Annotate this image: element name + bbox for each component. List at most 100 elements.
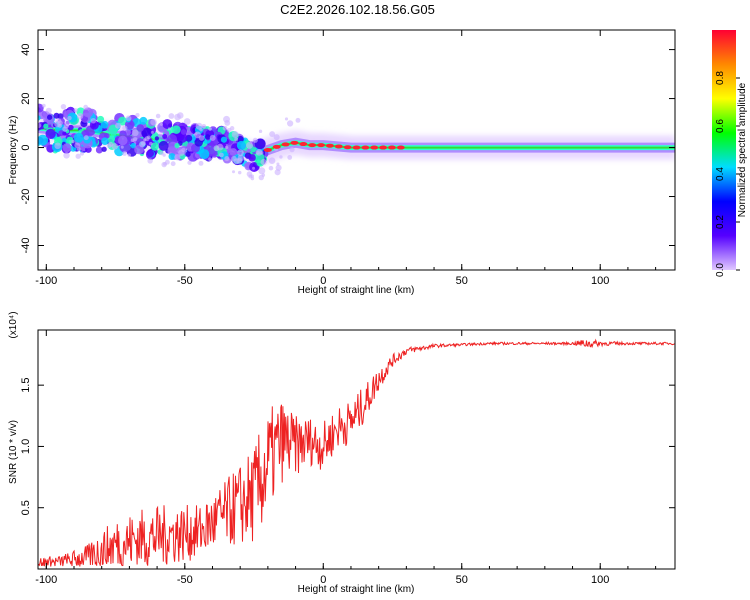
spectrogram-speck xyxy=(75,153,81,159)
spectrogram-speck xyxy=(174,154,181,161)
spectrogram-speck xyxy=(209,134,216,141)
spectrogram-blob xyxy=(158,140,169,151)
spectrogram-speck xyxy=(73,108,78,113)
spectrogram-blob xyxy=(117,135,128,146)
spectrogram-blob xyxy=(136,124,145,132)
spectrogram-speck xyxy=(256,150,260,155)
spectrogram-hotspot xyxy=(299,142,308,147)
spectrogram-speck xyxy=(252,166,256,170)
spectrogram-speck xyxy=(208,157,212,161)
spectrogram-speck xyxy=(286,120,294,127)
spectrogram-hotspot xyxy=(361,145,370,150)
chart-title: C2E2.2026.102.18.56.G05 xyxy=(280,2,435,17)
spectrogram-blob xyxy=(229,148,238,156)
spectrogram-blob xyxy=(53,112,60,119)
spectrogram-speck xyxy=(79,151,85,156)
spectrogram-speck xyxy=(181,147,186,153)
spectrogram-hotspot xyxy=(387,145,396,150)
spectrogram-blob xyxy=(38,115,41,121)
spectrogram-speck xyxy=(261,173,266,177)
colorbar-label: Normalized spectral amplitude xyxy=(737,82,748,217)
spectrogram-blob xyxy=(107,135,116,144)
spectrogram-blob xyxy=(130,142,137,149)
spectrogram-speck xyxy=(194,132,198,136)
spectrogram-speck xyxy=(279,155,283,159)
spectrogram-speck xyxy=(120,145,124,149)
spectrogram-speck xyxy=(174,113,181,121)
spectrogram-blob xyxy=(248,154,256,162)
spectrogram-blob xyxy=(147,150,155,158)
spectrogram-speck xyxy=(41,103,46,108)
spectrogram-speck xyxy=(159,151,164,156)
x-tick-label: 100 xyxy=(591,275,609,287)
colorbar-tick-label: 0.8 xyxy=(715,71,726,85)
spectrogram-blob xyxy=(68,124,74,131)
spectrogram-speck xyxy=(246,141,253,149)
spectrogram-speck xyxy=(130,138,135,143)
spectrogram-speck xyxy=(167,127,171,131)
spectrogram-blob xyxy=(46,114,53,120)
x-tick-label: 100 xyxy=(591,574,609,586)
spectrogram-blob xyxy=(62,143,72,153)
spectrogram-speck xyxy=(125,115,132,122)
spectrogram-hotspot xyxy=(281,142,290,147)
spectrogram-speck xyxy=(62,126,68,132)
spectrogram-speck xyxy=(237,170,242,175)
spectrogram-blob xyxy=(141,127,153,139)
spectrogram-speck xyxy=(90,118,97,124)
spectrogram-frame xyxy=(37,29,676,271)
x-tick-label: 0 xyxy=(320,275,326,287)
snr-y-axis-title: SNR (10 * v/v) xyxy=(8,420,19,484)
spectrogram-hotspot xyxy=(317,143,326,148)
spectrogram-hotspot xyxy=(343,145,352,150)
spectrogram-hotspot xyxy=(325,143,334,148)
spectrogram-blob xyxy=(43,123,49,129)
spectrogram-speck xyxy=(273,134,280,141)
spectrogram-speck xyxy=(63,152,70,159)
x-tick-label: -100 xyxy=(35,275,57,287)
spectrogram-y-axis-title: Frequency (Hz) xyxy=(8,116,19,185)
spectrogram-speck xyxy=(201,124,207,129)
colorbar-tick-label: 0.0 xyxy=(715,263,726,277)
spectrogram-blob xyxy=(97,115,105,123)
spectrogram-speck xyxy=(71,139,75,144)
snr-ticks: -100 -50 0 50 100 0.5 1.0 1.5 xyxy=(20,330,675,586)
spectrogram-blob xyxy=(100,120,109,129)
spectrogram-blob xyxy=(62,131,67,136)
spectrogram-speck xyxy=(208,127,212,131)
spectrogram-speck xyxy=(275,164,282,171)
spectrogram-speck xyxy=(231,170,236,174)
spectrogram-ticks: -100 -50 0 50 100 40 20 0 -20 -40 xyxy=(20,30,675,287)
spectrogram-speck xyxy=(38,123,42,129)
spectrogram-speck xyxy=(135,113,140,118)
spectrogram-blob xyxy=(101,137,109,145)
spectrogram-speck xyxy=(45,107,52,114)
spectrogram-blob xyxy=(73,132,84,143)
spectrogram-speck xyxy=(149,141,153,146)
spectrogram-blob xyxy=(180,129,187,135)
spectrogram-speck xyxy=(155,113,161,119)
y-tick-label: 40 xyxy=(20,43,32,55)
spectrogram-speck xyxy=(229,126,235,131)
spectrogram-blob xyxy=(204,134,211,140)
spectrogram-blob xyxy=(162,119,173,129)
spectrogram-speck xyxy=(195,122,203,130)
spectrogram-blob xyxy=(220,136,228,143)
spectrogram-speck xyxy=(234,137,239,142)
spectrogram-blob xyxy=(236,140,246,151)
spectrogram-blob xyxy=(185,151,191,157)
spectrogram-hotspot xyxy=(352,145,361,150)
spectrogram-speck xyxy=(289,147,295,153)
spectrogram-speck xyxy=(259,151,264,155)
spectrogram-blob xyxy=(154,136,160,141)
spectrogram-speck xyxy=(140,141,146,146)
y-tick-label: -40 xyxy=(20,238,32,254)
spectrogram-hotspot xyxy=(396,145,405,150)
spectrogram-blob xyxy=(104,133,110,139)
y-tick-label: -20 xyxy=(20,189,32,205)
colorbar: 0.0 0.2 0.4 0.6 0.8 Normalized spectral ampl… xyxy=(712,30,748,277)
spectrogram-speck xyxy=(83,104,89,110)
spectrogram-speck xyxy=(268,157,276,164)
spectrogram-blob xyxy=(83,107,94,118)
spectrogram-speck xyxy=(237,149,244,157)
